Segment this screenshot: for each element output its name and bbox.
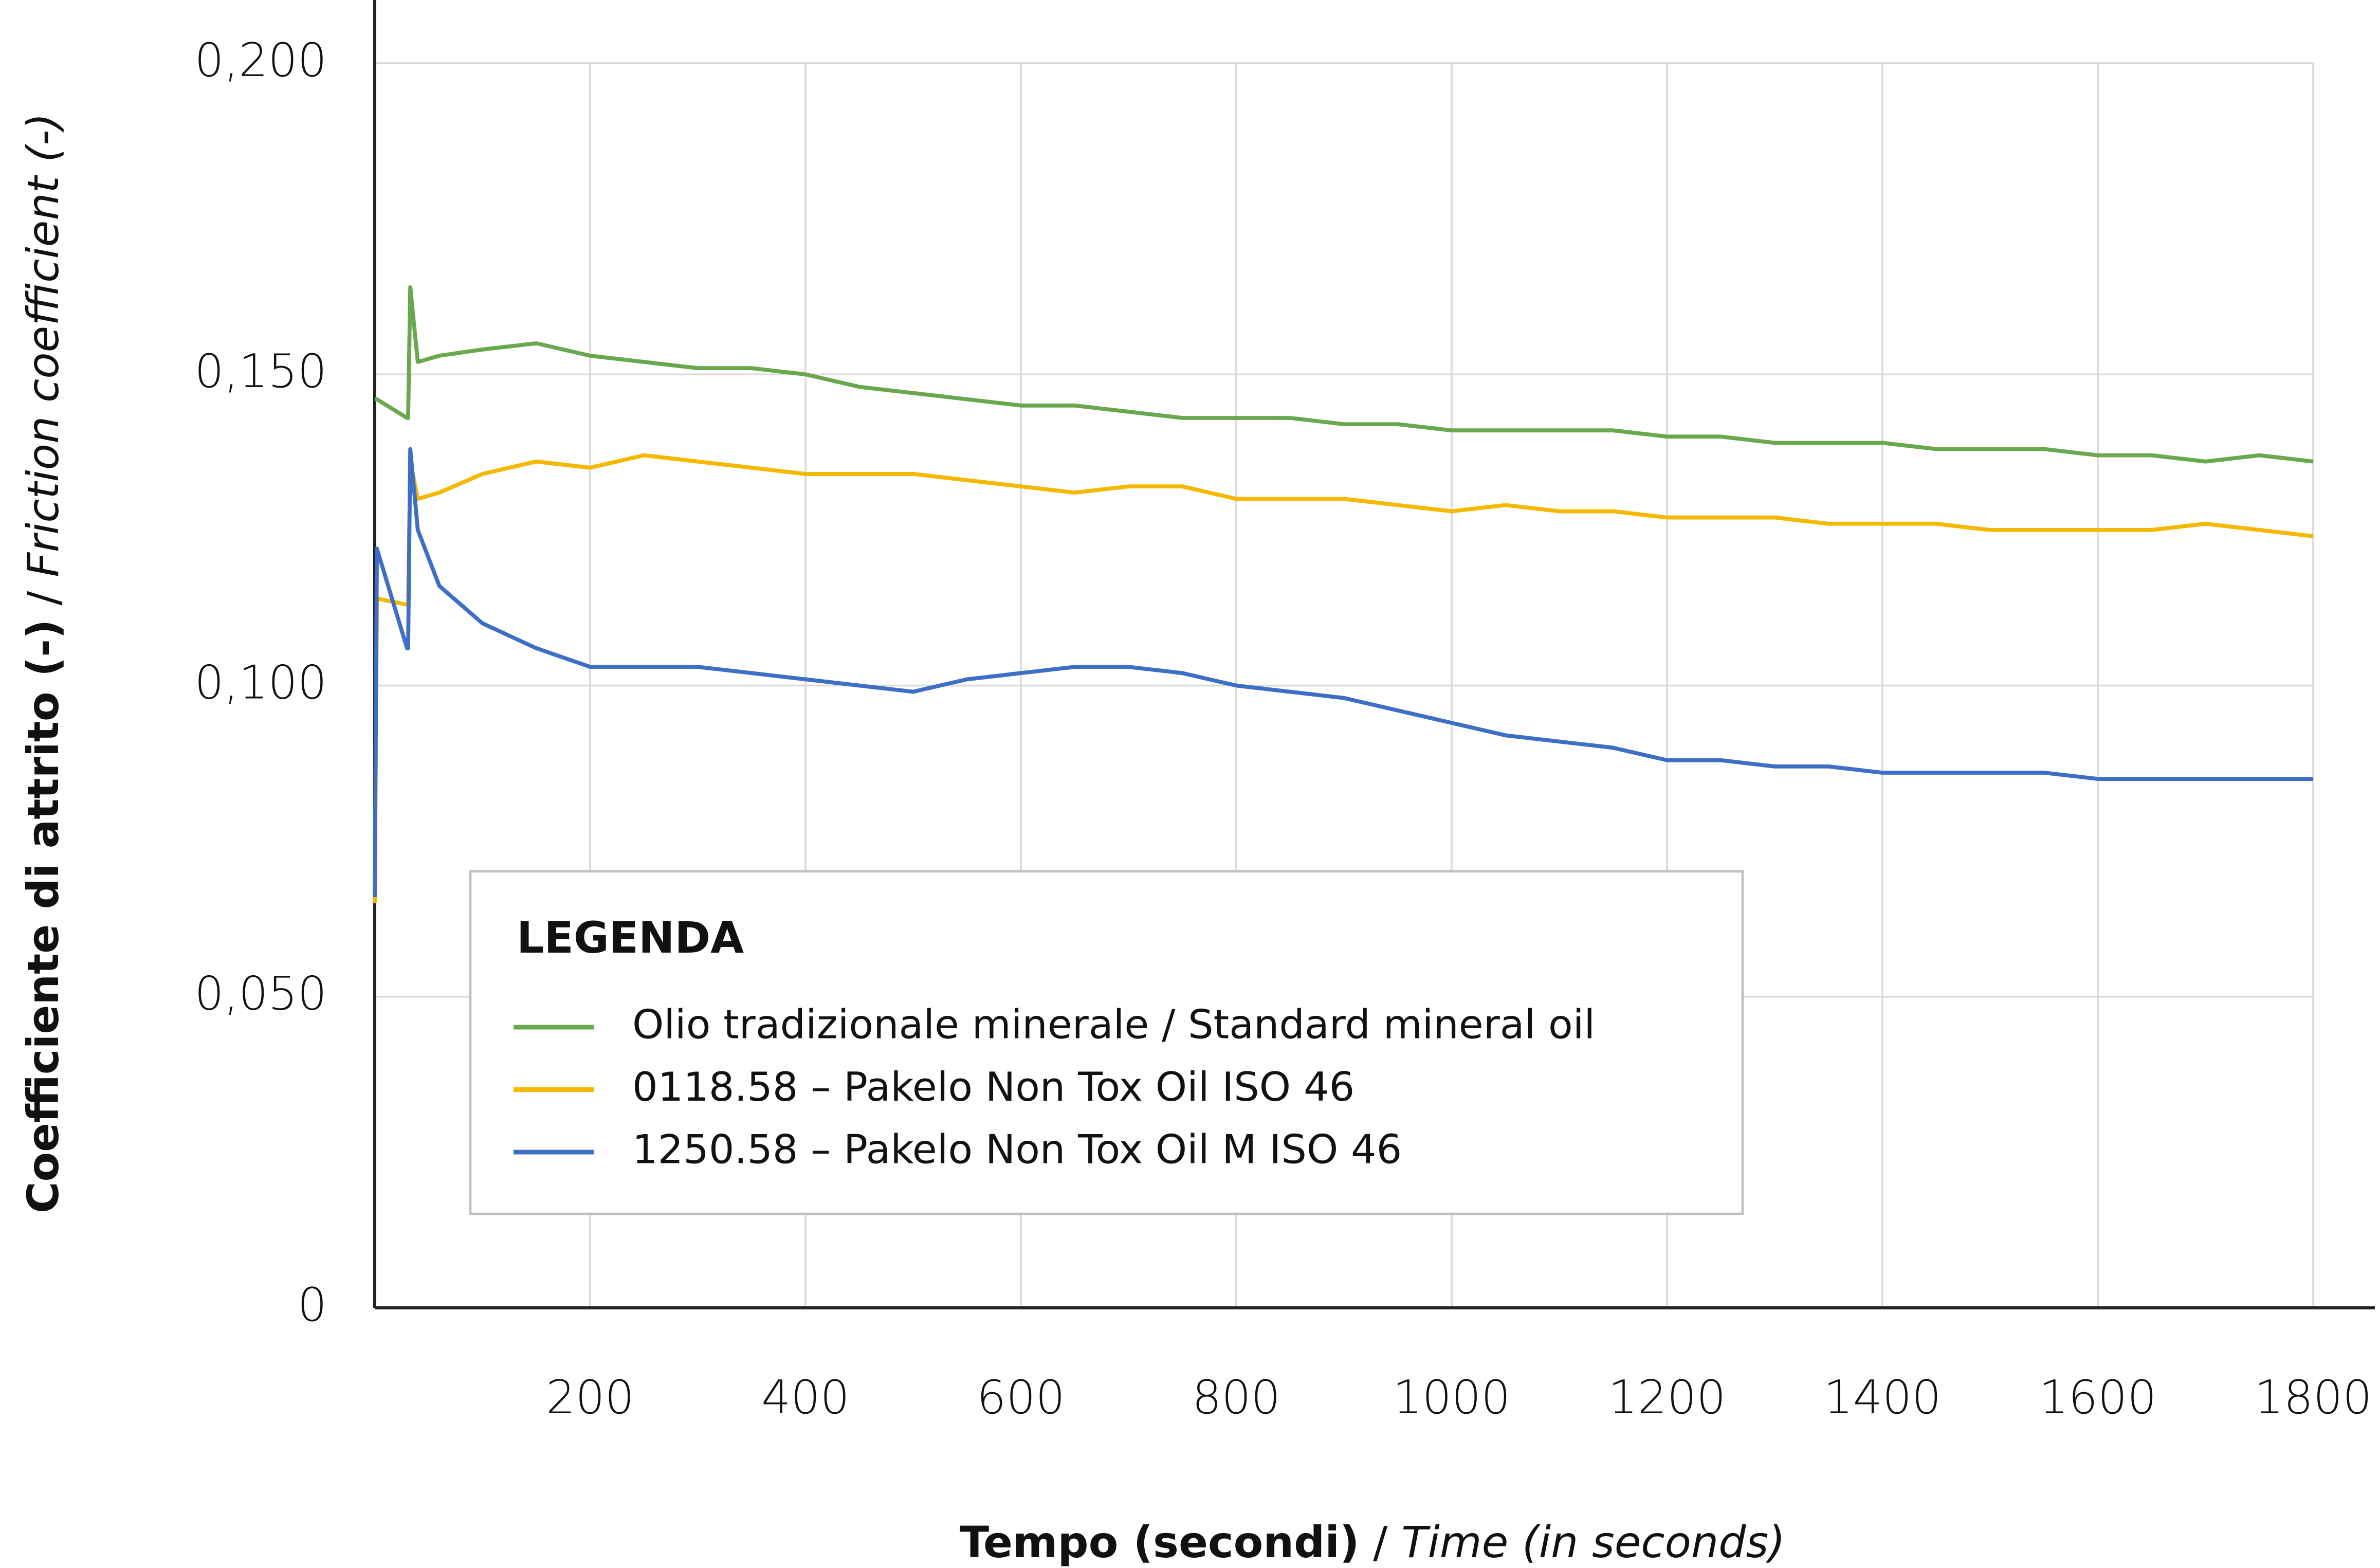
y-tick-label: 0 [298, 1278, 327, 1332]
legend-box [469, 870, 1744, 1215]
legend-label: Olio tradizionale minerale / Standard mi… [632, 1001, 1595, 1048]
x-tick-label: 1000 [1393, 1371, 1510, 1425]
y-tick-label: 0,150 [194, 344, 327, 398]
data-line [375, 285, 2314, 464]
x-tick-label: 600 [977, 1371, 1065, 1425]
x-axis-label: Tempo (secondi) / Time (in seconds) [960, 1517, 1785, 1567]
x-tick-label: 1600 [2039, 1371, 2156, 1425]
legend-title: LEGENDA [517, 913, 744, 963]
x-tick-label: 1800 [2254, 1371, 2372, 1425]
x-label-main: Tempo (secondi) [960, 1517, 1360, 1567]
x-tick-label: 1200 [1608, 1371, 1726, 1425]
y-label-translation: Friction coefficient (-) [18, 113, 68, 577]
x-tick-label: 800 [1192, 1371, 1280, 1425]
x-tick-label: 400 [761, 1371, 850, 1425]
data-line [373, 447, 2313, 898]
x-tick-label: 200 [546, 1371, 634, 1425]
x-label-separator: / [1373, 1517, 1388, 1567]
y-tick-label: 0,050 [194, 967, 327, 1021]
data-line [373, 453, 2314, 904]
y-label-main: Coefficiente di attrito (-) [18, 619, 68, 1214]
legend-label: 0118.58 – Pakelo Non Tox Oil ISO 46 [632, 1064, 1354, 1110]
y-label-separator: / [18, 591, 68, 606]
x-tick-label: 1400 [1823, 1371, 1941, 1425]
x-label-translation: Time (in seconds) [1401, 1517, 1785, 1567]
y-tick-label: 0,200 [194, 33, 327, 87]
y-tick-label: 0,100 [194, 655, 327, 709]
legend-label: 1250.58 – Pakelo Non Tox Oil M ISO 46 [632, 1126, 1402, 1173]
y-axis-label: Coefficiente di attrito (-) / Friction c… [18, 113, 68, 1213]
